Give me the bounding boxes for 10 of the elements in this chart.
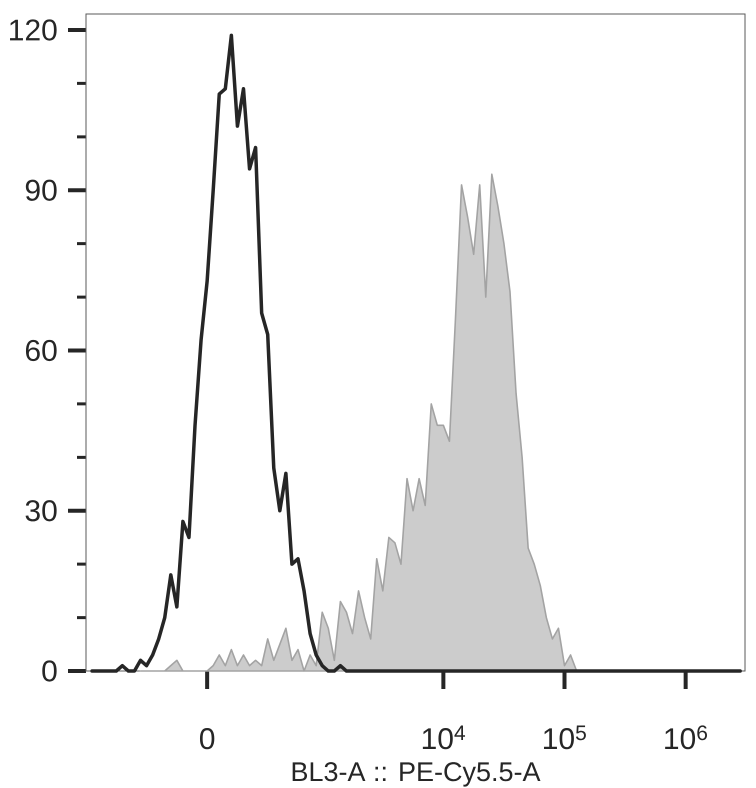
y-tick-label: 120 — [10, 19, 57, 41]
x-tick-label: 10$^{4}$ — [422, 726, 466, 750]
x-tick-label: 10$^{5}$ — [544, 726, 586, 750]
y-tick-label: 0 — [42, 660, 57, 682]
y-tick-label: 90 — [26, 180, 57, 201]
x-tick-label: 0 — [200, 728, 214, 750]
x-tick-label: 10$^{6}$ — [665, 725, 707, 750]
y-tick-label: 30 — [26, 500, 57, 522]
y-tick-label: 60 — [26, 340, 57, 362]
x-axis-title: BL3-A :: PE-Cy5.5-A — [292, 762, 540, 787]
